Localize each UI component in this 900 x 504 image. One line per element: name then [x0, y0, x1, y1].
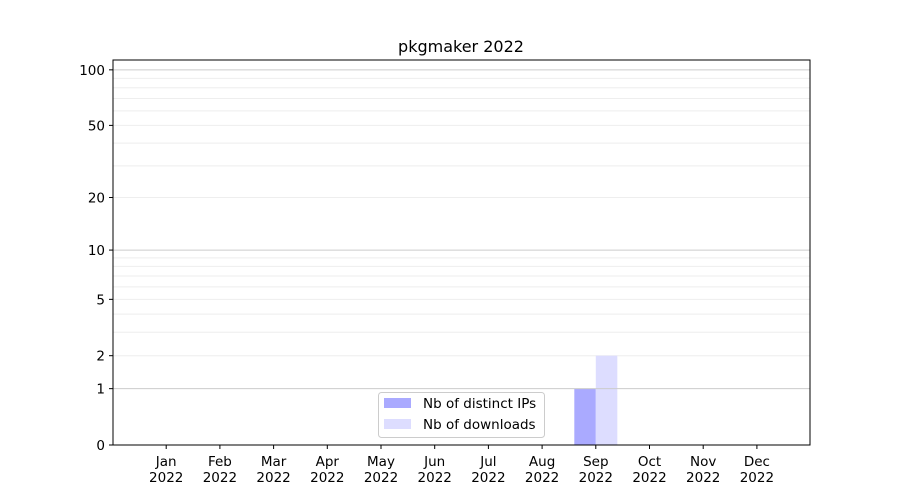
x-tick-label: 2022: [149, 470, 183, 486]
y-tick-label: 2: [96, 349, 105, 365]
chart-title: pkgmaker 2022: [398, 37, 524, 56]
x-tick-label: Aug: [529, 454, 555, 470]
y-tick-label: 5: [96, 292, 105, 308]
x-axis: Jan2022Feb2022Mar2022Apr2022May2022Jun20…: [149, 445, 774, 486]
legend-swatch-downloads: [384, 419, 411, 429]
x-tick-label: 2022: [579, 470, 613, 486]
x-tick-label: Sep: [583, 454, 608, 470]
bar-1-8: [595, 355, 618, 445]
x-tick-label: Jan: [155, 454, 177, 470]
bar-0-8: [574, 388, 596, 445]
x-tick-label: Feb: [208, 454, 232, 470]
legend-label-distinct-ips: Nb of distinct IPs: [423, 396, 536, 412]
x-tick-label: May: [367, 454, 395, 470]
legend-swatch-distinct-ips: [384, 398, 411, 408]
x-tick-label: 2022: [471, 470, 505, 486]
x-tick-label: 2022: [686, 470, 720, 486]
plot-frame: [112, 59, 811, 446]
x-tick-label: Jun: [423, 454, 445, 470]
x-tick-label: 2022: [310, 470, 344, 486]
x-tick-label: 2022: [203, 470, 237, 486]
y-tick-label: 0: [96, 438, 105, 454]
x-tick-label: Nov: [690, 454, 716, 470]
x-tick-label: 2022: [418, 470, 452, 486]
legend-frame: [378, 392, 545, 438]
bars: [574, 355, 618, 445]
x-tick-label: Oct: [638, 454, 661, 470]
x-tick-label: 2022: [256, 470, 290, 486]
x-tick-label: 2022: [525, 470, 559, 486]
x-tick-label: 2022: [740, 470, 774, 486]
major-grid: [113, 69, 810, 390]
y-tick-label: 1: [96, 382, 105, 398]
x-tick-label: Mar: [261, 454, 287, 470]
x-tick-label: Jul: [479, 454, 496, 470]
x-tick-label: Apr: [316, 454, 340, 470]
legend-label-downloads: Nb of downloads: [423, 417, 536, 433]
y-tick-label: 50: [88, 118, 105, 134]
y-tick-label: 100: [79, 63, 105, 79]
grid: [113, 77, 810, 357]
y-tick-label: 20: [88, 191, 105, 207]
y-axis: 0 1 2 5 10 20 50 100: [79, 63, 113, 454]
x-tick-label: 2022: [364, 470, 398, 486]
x-tick-label: 2022: [632, 470, 666, 486]
y-tick-label: 10: [88, 243, 105, 259]
x-tick-label: Dec: [744, 454, 770, 470]
legend: Nb of distinct IPs Nb of downloads: [378, 392, 545, 438]
